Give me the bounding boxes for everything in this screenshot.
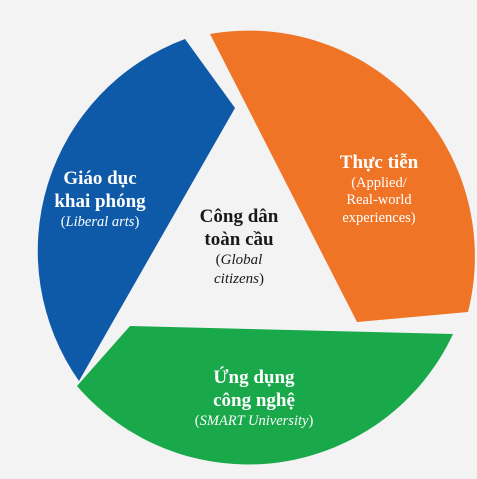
liberal-arts-title-line2: khai phóng bbox=[54, 190, 146, 212]
smart-label: Ứng dụng công nghệ (SMART University) bbox=[160, 367, 348, 430]
center-subtitle-line2: citizens) bbox=[214, 270, 264, 287]
liberal-arts-title-line1: Giáo dục bbox=[63, 168, 137, 189]
applied-subtitle-line1: (Applied/ bbox=[351, 174, 407, 191]
smart-title-line2: công nghệ bbox=[213, 389, 295, 411]
center-label: Công dân toàn cầu (Global citizens) bbox=[178, 205, 300, 288]
applied-subtitle-line3: experiences) bbox=[342, 209, 416, 226]
liberal-arts-label: Giáo dục khai phóng (Liberal arts) bbox=[22, 168, 178, 231]
applied-title: Thực tiễn bbox=[339, 152, 419, 173]
segment-liberal-arts bbox=[37, 39, 235, 381]
center-title-line1: Công dân bbox=[199, 206, 279, 227]
segment-smart bbox=[77, 326, 453, 465]
segment-applied bbox=[210, 30, 475, 322]
smart-subtitle: (SMART University) bbox=[194, 412, 314, 429]
liberal-arts-subtitle: (Liberal arts) bbox=[60, 213, 140, 230]
smart-title-line1: Ứng dụng bbox=[213, 367, 295, 388]
center-subtitle-line1: (Global bbox=[215, 252, 263, 269]
center-title-line2: toàn cầu bbox=[204, 229, 274, 251]
applied-label: Thực tiễn (Applied/ Real-world experienc… bbox=[318, 152, 440, 227]
applied-subtitle-line2: Real-world bbox=[346, 192, 412, 209]
